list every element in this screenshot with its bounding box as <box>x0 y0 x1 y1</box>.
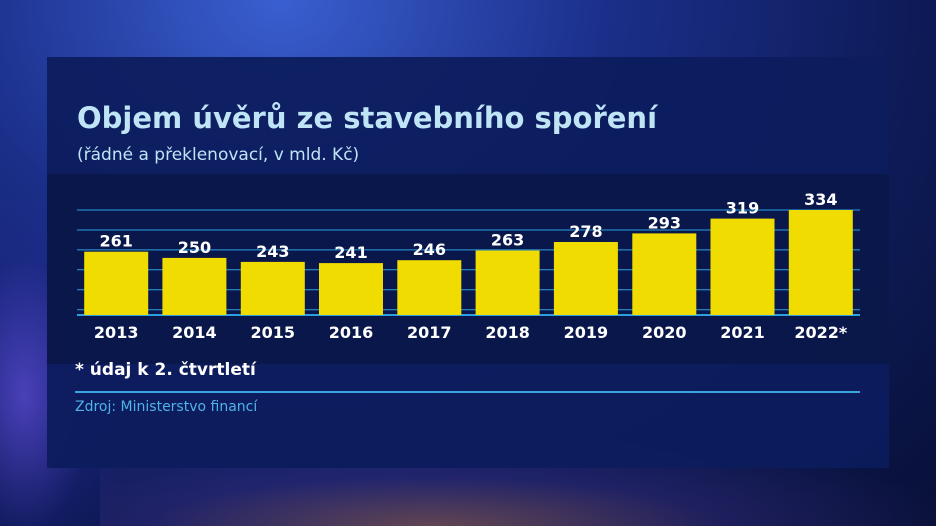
x-tick-label: 2019 <box>564 323 609 342</box>
bar-value-label: 334 <box>804 190 837 209</box>
chart-title: Objem úvěrů ze stavebního spoření <box>77 101 658 135</box>
x-tick-label: 2022* <box>794 323 848 342</box>
bar <box>710 218 775 315</box>
bar-value-label: 261 <box>99 232 132 251</box>
x-tick-label: 2018 <box>485 323 530 342</box>
x-tick-label: 2020 <box>642 323 687 342</box>
bar-value-label: 241 <box>334 243 367 262</box>
bar <box>319 263 383 315</box>
bar <box>240 261 305 315</box>
x-tick-label: 2014 <box>172 323 217 342</box>
bar-value-label: 263 <box>491 231 524 250</box>
x-tick-label: 2015 <box>251 323 296 342</box>
x-tick-label: 2016 <box>329 323 374 342</box>
x-tick-label: 2013 <box>94 323 139 342</box>
bar <box>84 251 149 315</box>
chart-panel: Objem úvěrů ze stavebního spoření (řádné… <box>47 57 889 468</box>
bar <box>397 260 462 315</box>
bar-value-label: 319 <box>726 199 759 218</box>
bar-chart: 261 2013 250 2014 243 2015 241 2016 246 2017 263 20… <box>77 190 860 342</box>
x-tick-label: 2021 <box>720 323 765 342</box>
x-tick-label: 2017 <box>407 323 452 342</box>
chart-subtitle: (řádné a překlenovací, v mld. Kč) <box>77 145 360 165</box>
bar <box>788 210 853 315</box>
bar <box>162 257 227 315</box>
bar-value-label: 246 <box>413 240 446 259</box>
bar-value-label: 293 <box>648 213 681 232</box>
bar <box>475 250 540 315</box>
bar <box>553 242 618 315</box>
bar <box>632 233 697 315</box>
footnote: * údaj k 2. čtvrtletí <box>75 360 256 380</box>
bar-value-label: 250 <box>178 238 211 257</box>
bar-value-label: 278 <box>569 222 602 241</box>
divider <box>75 391 860 393</box>
source-note: Zdroj: Ministerstvo financí <box>75 399 258 415</box>
bar-value-label: 243 <box>256 242 289 261</box>
